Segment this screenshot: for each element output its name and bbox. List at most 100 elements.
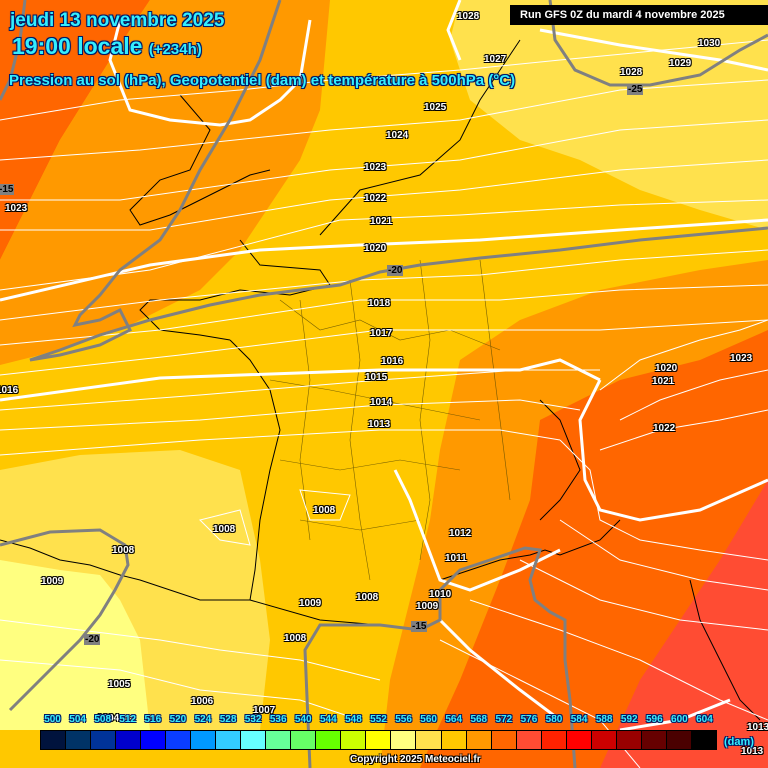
legend-tick: 588 bbox=[595, 714, 613, 725]
pressure-label: 1008 bbox=[284, 633, 307, 644]
legend-swatch bbox=[366, 731, 392, 749]
legend-tick: 544 bbox=[320, 714, 337, 725]
legend-tick: 528 bbox=[219, 714, 237, 725]
legend-tick: 596 bbox=[645, 714, 663, 725]
pressure-label: 1021 bbox=[370, 216, 393, 227]
temperature-label: -20 bbox=[387, 265, 404, 276]
pressure-label: 1023 bbox=[730, 353, 753, 364]
legend-tick: 572 bbox=[495, 714, 513, 725]
legend-swatch bbox=[141, 731, 167, 749]
pressure-label: 1020 bbox=[655, 363, 678, 374]
pressure-label: 1008 bbox=[213, 524, 236, 535]
legend-tick: 536 bbox=[269, 714, 287, 725]
legend-tick: 524 bbox=[194, 714, 212, 725]
legend-tick: 500 bbox=[44, 714, 61, 725]
temperature-label: -15 bbox=[0, 184, 15, 195]
pressure-label: 1022 bbox=[364, 193, 387, 204]
temperature-label: -25 bbox=[627, 84, 644, 95]
model-run-banner: Run GFS 0Z du mardi 4 novembre 2025 bbox=[510, 5, 768, 25]
legend-swatch bbox=[41, 731, 67, 749]
pressure-label: 1027 bbox=[484, 54, 507, 65]
pressure-label: 1013 bbox=[747, 722, 768, 733]
pressure-label: 1011 bbox=[445, 553, 467, 564]
legend-tick: 556 bbox=[395, 714, 412, 725]
pressure-label: 1023 bbox=[5, 203, 28, 214]
pressure-label: 1007 bbox=[253, 705, 276, 716]
legend-tick: 584 bbox=[570, 714, 588, 725]
legend-swatch bbox=[641, 731, 667, 749]
pressure-label: 1010 bbox=[429, 589, 452, 600]
legend-swatch bbox=[116, 731, 142, 749]
legend-swatch bbox=[66, 731, 92, 749]
pressure-label: 1015 bbox=[365, 372, 388, 383]
legend-tick: 540 bbox=[294, 714, 312, 725]
legend-ticks: 500 504 508 512 516 520 524 528 532 536 540 544 548 5… bbox=[40, 714, 717, 728]
legend-swatch bbox=[91, 731, 117, 749]
pressure-label: 1021 bbox=[652, 376, 675, 387]
legend-swatch bbox=[416, 731, 442, 749]
pressure-label: 1008 bbox=[356, 592, 379, 603]
legend-swatch bbox=[191, 731, 217, 749]
legend-swatch bbox=[166, 731, 192, 749]
pressure-label: 1028 bbox=[620, 67, 643, 78]
pressure-label: 1004 bbox=[97, 713, 120, 724]
isobars bbox=[0, 39, 768, 768]
legend-tick: 560 bbox=[420, 714, 437, 725]
legend-tick: 604 bbox=[696, 714, 713, 725]
legend-swatch bbox=[591, 731, 617, 749]
legend-tick: 504 bbox=[69, 714, 86, 725]
isobars-major bbox=[0, 0, 768, 732]
zone-red-orange-se bbox=[600, 480, 768, 768]
map-subtitle: Pression au sol (hPa), Geopotentiel (dam… bbox=[9, 72, 516, 89]
legend-swatch bbox=[566, 731, 592, 749]
copyright: Copyright 2025 Meteociel.fr bbox=[350, 754, 481, 765]
legend-swatch bbox=[441, 731, 467, 749]
zone-light-yellow-ne bbox=[450, 0, 768, 230]
pressure-label: 1009 bbox=[416, 601, 439, 612]
temperature-label: -15 bbox=[411, 621, 428, 632]
pressure-label: 1029 bbox=[669, 58, 692, 69]
pressure-label: 1016 bbox=[381, 356, 404, 367]
legend-tick: 580 bbox=[545, 714, 563, 725]
pressure-label: 1023 bbox=[364, 162, 387, 173]
legend-tick: 532 bbox=[244, 714, 262, 725]
pressure-label: 1009 bbox=[299, 598, 322, 609]
color-legend bbox=[40, 730, 717, 750]
legend-tick: 552 bbox=[370, 714, 387, 725]
legend-swatch bbox=[341, 731, 367, 749]
forecast-time: 19:00 locale (+234h) bbox=[12, 33, 202, 60]
pressure-label: 1028 bbox=[457, 11, 480, 22]
pressure-label: 1008 bbox=[313, 505, 336, 516]
forecast-date: jeudi 13 novembre 2025 bbox=[10, 10, 225, 31]
zone-deep-orange-nw bbox=[0, 0, 150, 260]
legend-swatch bbox=[616, 731, 642, 749]
legend-tick: 508 bbox=[94, 714, 112, 725]
legend-tick: 520 bbox=[169, 714, 187, 725]
pressure-label: 1017 bbox=[370, 328, 393, 339]
legend-swatch bbox=[291, 731, 317, 749]
pressure-label: 1022 bbox=[653, 423, 676, 434]
legend-tick: 512 bbox=[119, 714, 137, 725]
pressure-label: 1005 bbox=[108, 679, 131, 690]
pressure-label: 1025 bbox=[424, 102, 447, 113]
zone-orange-nw bbox=[0, 0, 330, 365]
pressure-label: 1006 bbox=[191, 696, 214, 707]
legend-tick: 564 bbox=[445, 714, 463, 725]
legend-unit: (dam) bbox=[724, 736, 754, 748]
pressure-label: 1013 bbox=[741, 746, 764, 757]
legend-swatch bbox=[691, 731, 716, 749]
pressure-label: 1009 bbox=[41, 576, 64, 587]
legend-swatch bbox=[266, 731, 292, 749]
pressure-label: 1013 bbox=[368, 419, 391, 430]
legend-swatch bbox=[241, 731, 267, 749]
pressure-label: 1030 bbox=[698, 38, 721, 49]
pressure-label: 1020 bbox=[364, 243, 387, 254]
legend-tick: 600 bbox=[671, 714, 688, 725]
legend-tick: 576 bbox=[520, 714, 538, 725]
legend-swatch bbox=[316, 731, 342, 749]
legend-tick: 548 bbox=[345, 714, 362, 725]
forecast-time-value: 19:00 locale bbox=[12, 33, 143, 59]
legend-swatch bbox=[541, 731, 567, 749]
legend-tick: 568 bbox=[470, 714, 488, 725]
